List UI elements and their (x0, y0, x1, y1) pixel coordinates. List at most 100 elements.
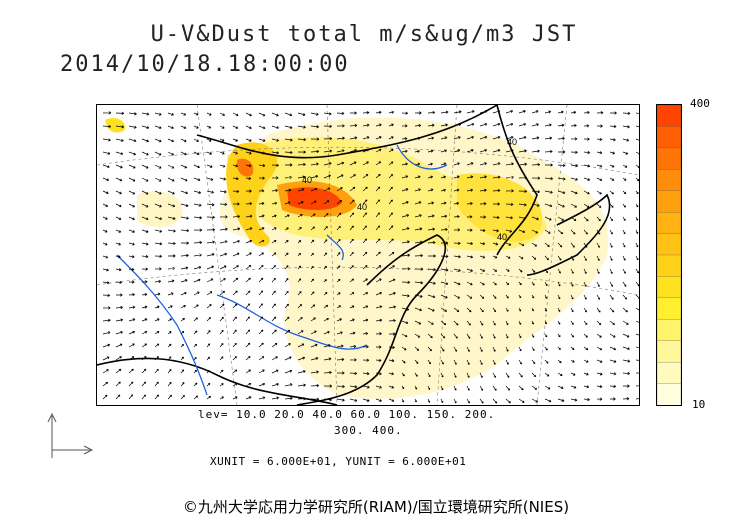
wind-arrow (440, 149, 447, 153)
wind-arrow (362, 398, 370, 402)
wind-arrow (414, 281, 424, 285)
wind-arrow (284, 303, 289, 309)
wind-arrow (518, 216, 527, 220)
wind-arrow (518, 307, 522, 312)
wind-arrow (583, 242, 588, 248)
wind-arrow (414, 111, 422, 115)
wind-arrow (258, 151, 266, 155)
wind-arrow (635, 151, 639, 156)
wind-arrow (544, 149, 553, 154)
wind-arrow (570, 255, 575, 261)
wind-arrow (414, 346, 420, 351)
wind-arrow (232, 342, 237, 348)
wind-arrow (180, 203, 189, 207)
wind-arrow (128, 242, 135, 246)
wind-arrow (232, 356, 237, 361)
wind-arrow (349, 148, 357, 153)
wind-arrow (583, 320, 588, 326)
wind-arrow (505, 372, 510, 378)
wind-arrow (284, 343, 291, 348)
wind-arrow (544, 203, 553, 208)
wind-arrow (414, 214, 422, 218)
wind-arrow (479, 359, 483, 365)
wind-arrow (310, 226, 315, 231)
wind-arrow (453, 255, 461, 259)
wind-arrow (128, 125, 137, 129)
wind-arrow (518, 203, 527, 207)
wind-arrow (245, 356, 251, 361)
wind-arrow (609, 294, 614, 300)
wind-arrow (154, 381, 159, 387)
wind-arrow (531, 110, 539, 114)
wind-arrow (245, 112, 252, 117)
wind-arrow (154, 229, 163, 233)
wind-arrow (310, 383, 320, 388)
wind-arrow (609, 203, 614, 208)
wind-arrow (362, 251, 368, 257)
wind-arrow (245, 396, 252, 400)
wind-arrow (609, 151, 615, 155)
wind-arrow (635, 216, 639, 221)
wind-arrow (622, 371, 631, 376)
colorbar-swatches (656, 104, 682, 406)
wind-arrow (466, 241, 473, 246)
wind-arrow (219, 329, 224, 335)
wind-arrow (193, 240, 203, 245)
wind-arrow (297, 227, 302, 231)
wind-arrow (271, 239, 277, 244)
wind-arrow (492, 109, 501, 114)
wind-arrow (336, 384, 345, 389)
wind-arrow (583, 397, 590, 402)
wind-arrow (271, 369, 279, 374)
wind-arrow (310, 370, 319, 374)
wind-arrow (583, 177, 591, 181)
wind-arrow (466, 135, 474, 140)
wind-arrow (557, 372, 563, 377)
wind-arrow (232, 303, 238, 309)
wind-arrow (557, 294, 561, 300)
wind-arrow (427, 110, 436, 115)
colorbar-swatch (656, 126, 682, 149)
wind-arrow (271, 125, 279, 130)
wind-arrow (219, 252, 228, 257)
wind-arrow (583, 255, 587, 261)
wind-arrow (453, 175, 460, 179)
wind-arrow (258, 214, 265, 218)
wind-arrow (635, 333, 639, 336)
wind-arrow (414, 175, 421, 179)
wind-arrow (440, 175, 446, 179)
wind-arrow (466, 333, 471, 339)
wind-arrow (362, 148, 370, 153)
copyright-text: ©九州大学応用力学研究所(RIAM)/国立環境研究所(NIES) (182, 498, 570, 516)
wind-arrow (479, 346, 483, 352)
wind-arrow (505, 333, 509, 339)
wind-arrow (167, 369, 172, 374)
wind-arrow (610, 111, 617, 115)
wind-arrow (505, 202, 514, 207)
wind-arrow (167, 331, 172, 335)
wind-arrow (219, 278, 226, 283)
wind-arrow (258, 201, 265, 206)
wind-arrow (362, 278, 368, 283)
wind-arrow (609, 320, 615, 326)
wind-arrow (245, 227, 253, 231)
wind-arrow (115, 318, 124, 322)
wind-arrow (401, 162, 408, 166)
wind-arrow (453, 110, 462, 114)
wind-arrow (362, 212, 368, 218)
wind-arrow (232, 227, 241, 231)
wind-arrow (505, 359, 509, 365)
wind-arrow (622, 190, 627, 195)
wind-arrow (349, 265, 354, 270)
wind-arrow (102, 306, 111, 310)
wind-arrow (180, 279, 188, 283)
wind-arrow (401, 385, 405, 390)
wind-arrow (284, 240, 289, 244)
wind-arrow (466, 398, 470, 404)
wind-arrow (557, 359, 562, 364)
wind-arrow (427, 214, 435, 218)
wind-arrow (193, 395, 199, 400)
wind-arrow (453, 294, 461, 299)
wind-arrow (544, 229, 551, 234)
wind-arrow (284, 112, 293, 117)
